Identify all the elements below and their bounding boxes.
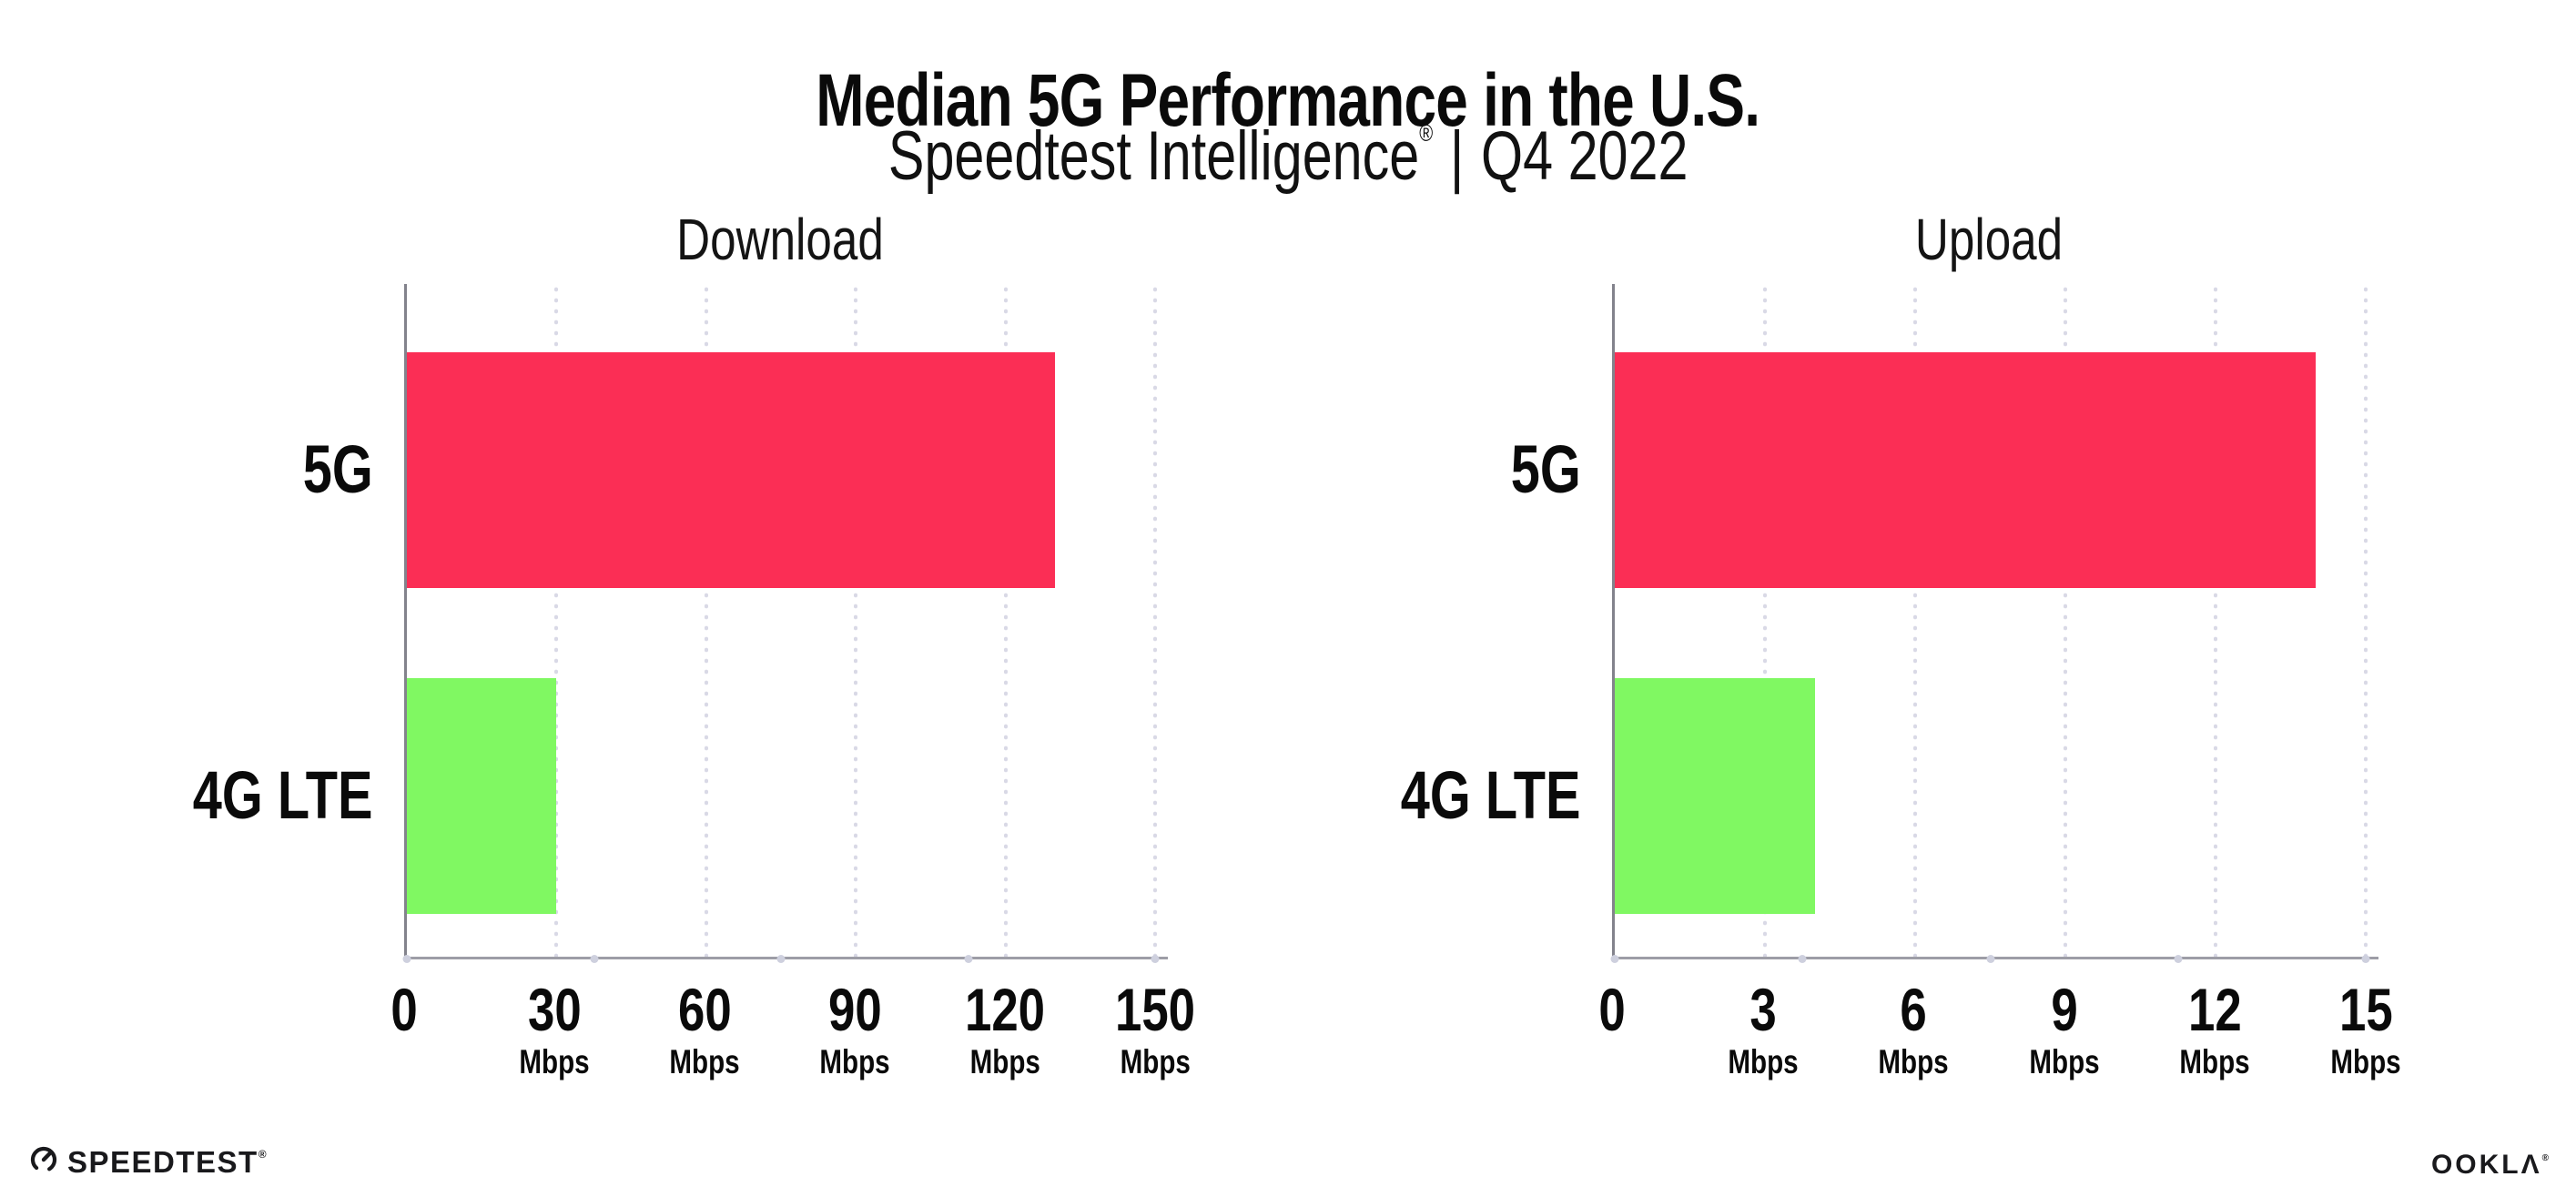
- x-tick-value: 120: [964, 976, 1046, 1043]
- x-tick-12-upload: 12 Mbps: [2171, 976, 2259, 1080]
- download-chart-title: Download: [650, 208, 909, 271]
- gridline-15-upload: [2364, 284, 2368, 959]
- download-plot-area: [402, 284, 1168, 963]
- x-tick-value: 0: [1598, 976, 1626, 1043]
- x-tick-value: 6: [1900, 976, 1927, 1043]
- bar-5g-upload: [1615, 352, 2316, 588]
- subtitle-brand: Speedtest Intelligence: [887, 117, 1420, 195]
- x-tick-value: 9: [2051, 976, 2078, 1043]
- x-tick-unit: Mbps: [2179, 1043, 2251, 1080]
- download-chart-title-text: Download: [675, 207, 884, 272]
- gridline-30-download: [554, 284, 559, 959]
- x-tick-unit: Mbps: [669, 1043, 740, 1080]
- x-tick-value: 90: [827, 976, 882, 1043]
- download-x-axis-line: [404, 957, 1168, 959]
- axis-tick-dot: [2174, 955, 2183, 963]
- x-tick-unit: Mbps: [1727, 1043, 1799, 1080]
- category-label-text-5g: 5G: [302, 431, 373, 507]
- gridline-12-upload: [2214, 284, 2217, 959]
- x-tick-unit: Mbps: [2029, 1043, 2100, 1080]
- speedtest-wordmark: SPEEDTEST®: [67, 1140, 267, 1177]
- upload-plot-area: [1610, 284, 2378, 963]
- page-title-text: Median 5G Performance in the U.S.: [816, 58, 1761, 142]
- x-tick-9-upload: 9 Mbps: [2020, 976, 2108, 1080]
- axis-tick-dot: [590, 955, 598, 963]
- axis-tick-dot: [964, 955, 972, 963]
- x-tick-value: 0: [390, 976, 418, 1043]
- upload-chart-title-text: Upload: [1914, 207, 2064, 272]
- gridline-120-download: [1003, 284, 1008, 959]
- x-tick-0-upload: 0: [1596, 976, 1629, 1080]
- ookla-trademark-mark: ®: [2541, 1153, 2549, 1163]
- category-label-5g: 5G: [283, 436, 373, 503]
- speedtest-logo: SPEEDTEST®: [29, 1140, 267, 1177]
- x-tick-unit: [1596, 1044, 1629, 1080]
- category-label-4g-lte: 4G LTE: [142, 762, 373, 829]
- axis-tick-dot: [776, 955, 786, 963]
- category-label-5g: 5G: [1491, 436, 1581, 503]
- x-tick-unit: Mbps: [1878, 1043, 1949, 1080]
- speedtest-wordmark-text: SPEEDTEST: [67, 1145, 259, 1179]
- axis-tick-dot: [1986, 955, 1994, 963]
- x-tick-value: 30: [527, 976, 582, 1043]
- category-label-4g-lte: 4G LTE: [1350, 762, 1581, 829]
- axis-tick-dot: [1798, 955, 1807, 963]
- ookla-logo: OOKLΛ®: [2431, 1145, 2549, 1179]
- category-label-text-4g-lte: 4G LTE: [1401, 757, 1581, 833]
- bar-5g-download: [407, 352, 1056, 588]
- page-title: Median 5G Performance in the U.S.: [0, 57, 2576, 145]
- gridline-60-download: [704, 284, 708, 959]
- speedtest-gauge-icon: [30, 1146, 57, 1172]
- page-subtitle: Speedtest Intelligence® | Q4 2022: [0, 91, 2576, 198]
- download-chart: Download 5G 4G LTE 0 30 Mbps 60 Mbps 90 Mbps 120 M…: [193, 208, 1195, 1080]
- axis-tick-dot: [1151, 955, 1160, 963]
- bar-4g-lte-download: [407, 678, 557, 914]
- x-tick-unit: [388, 1044, 421, 1080]
- x-tick-unit: Mbps: [2330, 1043, 2401, 1080]
- ookla-wordmark-text: OOKLΛ: [2430, 1150, 2542, 1180]
- x-tick-60-download: 60 Mbps: [661, 976, 749, 1080]
- x-tick-unit: Mbps: [1120, 1043, 1191, 1080]
- subtitle-period: Q4 2022: [1480, 117, 1689, 195]
- bar-4g-lte-upload: [1615, 678, 1815, 914]
- axis-tick-dot: [2361, 955, 2370, 963]
- gridline-150-download: [1153, 284, 1157, 959]
- x-tick-value: 60: [677, 976, 732, 1043]
- upload-x-axis-line: [1612, 957, 2378, 959]
- x-tick-90-download: 90 Mbps: [811, 976, 899, 1080]
- gridline-3-upload: [1763, 284, 1767, 959]
- axis-tick-dot: [402, 955, 411, 963]
- axis-tick-dot: [1610, 955, 1619, 963]
- x-tick-unit: Mbps: [819, 1043, 890, 1080]
- x-tick-15-upload: 15 Mbps: [2322, 976, 2410, 1080]
- x-tick-unit: Mbps: [969, 1043, 1040, 1080]
- x-tick-0-download: 0: [388, 976, 421, 1080]
- category-label-text-5g: 5G: [1510, 431, 1581, 507]
- x-tick-30-download: 30 Mbps: [511, 976, 599, 1080]
- registered-trademark-mark: ®: [1419, 119, 1434, 147]
- x-tick-value: 15: [2338, 976, 2393, 1043]
- subtitle-divider: |: [1449, 117, 1465, 195]
- upload-chart: Upload 5G 4G LTE 0 3 Mbps 6 Mbps 9 Mbps 12 Mbps 15 M…: [1401, 208, 2400, 1080]
- x-tick-120-download: 120 Mbps: [955, 976, 1055, 1080]
- category-label-text-4g-lte: 4G LTE: [193, 757, 373, 833]
- x-tick-unit: Mbps: [519, 1043, 590, 1080]
- x-tick-value: 12: [2188, 976, 2242, 1043]
- x-tick-6-upload: 6 Mbps: [1870, 976, 1958, 1080]
- speedtest-trademark-mark: ®: [258, 1148, 267, 1161]
- x-tick-150-download: 150 Mbps: [1105, 976, 1205, 1080]
- upload-chart-title: Upload: [1897, 208, 2082, 271]
- x-tick-value: 3: [1749, 976, 1777, 1043]
- gridline-6-upload: [1913, 284, 1917, 959]
- x-tick-value: 150: [1114, 976, 1196, 1043]
- gridline-90-download: [854, 284, 858, 959]
- x-tick-3-upload: 3 Mbps: [1719, 976, 1807, 1080]
- gridline-9-upload: [2064, 284, 2067, 959]
- ookla-wordmark: OOKLΛ®: [2431, 1150, 2549, 1180]
- page-subtitle-text: Speedtest Intelligence® | Q4 2022: [888, 91, 1689, 198]
